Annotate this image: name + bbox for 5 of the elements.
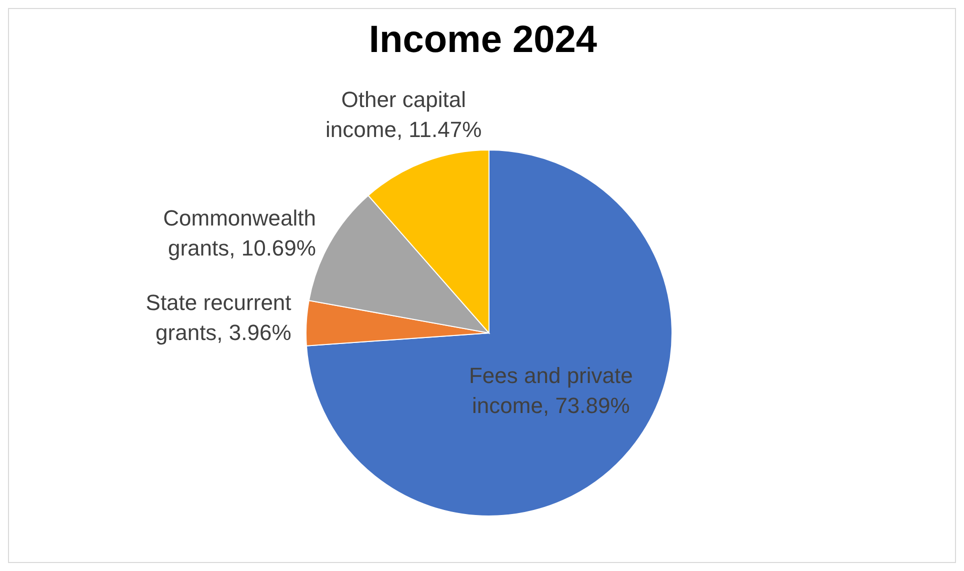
chart-title: Income 2024 bbox=[368, 19, 598, 62]
slice-label: Fees and private income, 73.89% bbox=[468, 362, 633, 418]
slice-label: Commonwealth grants, 10.69% bbox=[163, 206, 316, 261]
slice-label: State recurrent grants, 3.96% bbox=[146, 290, 292, 346]
slice-label: Other capital income, 11.47% bbox=[326, 87, 482, 142]
